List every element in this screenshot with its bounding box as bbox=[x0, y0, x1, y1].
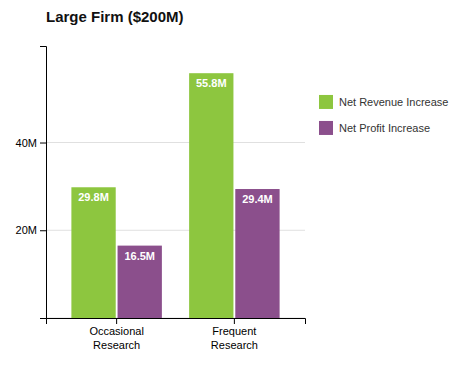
y-tick-mark bbox=[40, 230, 46, 231]
x-tick: Frequent Research bbox=[211, 318, 258, 351]
legend: Net Revenue Increase Net Profit Increase bbox=[319, 95, 448, 135]
x-tick-label-line: Occasional bbox=[89, 325, 143, 337]
grid-line bbox=[46, 142, 305, 143]
y-tick bbox=[40, 318, 46, 319]
y-tick: 20M bbox=[16, 224, 46, 236]
data-label: 29.4M bbox=[242, 193, 273, 205]
x-tick-mark bbox=[116, 318, 117, 324]
x-tick-label-line: Research bbox=[93, 339, 140, 351]
bar-series bbox=[118, 189, 280, 318]
plot-area: 29.8M 55.8M 16.5M 29.4M 20M 40M Occasional Rese… bbox=[16, 47, 306, 351]
chart-container: Large Firm ($200M) 29.8M 55.8M 16.5M 29.4M 20… bbox=[0, 0, 470, 370]
bar-series bbox=[71, 73, 233, 318]
bar bbox=[189, 73, 233, 318]
bar bbox=[71, 187, 115, 318]
bar bbox=[118, 246, 162, 318]
data-labels: 29.8M 55.8M 16.5M 29.4M bbox=[78, 77, 272, 261]
legend-label: Net Revenue Increase bbox=[339, 96, 448, 108]
x-tick-label-line: Frequent bbox=[212, 325, 256, 337]
legend-swatch bbox=[319, 121, 333, 135]
x-axis: Occasional Research Frequent Research bbox=[47, 318, 306, 351]
legend-swatch bbox=[319, 95, 333, 109]
y-axis: 20M 40M bbox=[16, 47, 47, 319]
x-axis-line bbox=[47, 319, 306, 325]
legend-item: Net Revenue Increase bbox=[319, 95, 448, 109]
data-label: 55.8M bbox=[196, 77, 227, 89]
y-tick: 40M bbox=[16, 137, 46, 149]
y-axis-line bbox=[40, 47, 47, 319]
x-tick: Occasional Research bbox=[89, 318, 143, 351]
bars bbox=[71, 73, 279, 318]
data-label: 16.5M bbox=[124, 250, 155, 262]
x-tick-mark bbox=[234, 318, 235, 324]
x-tick-label: Occasional Research bbox=[89, 325, 143, 351]
x-tick-label-line: Research bbox=[211, 339, 258, 351]
x-tick-label: Frequent Research bbox=[211, 325, 258, 351]
chart-svg: Large Firm ($200M) 29.8M 55.8M 16.5M 29.4M 20… bbox=[0, 0, 470, 370]
y-tick-mark bbox=[40, 318, 46, 319]
y-tick-label: 20M bbox=[16, 224, 37, 236]
y-tick-label: 40M bbox=[16, 137, 37, 149]
data-label: 29.8M bbox=[78, 191, 109, 203]
y-tick-mark bbox=[40, 143, 46, 144]
legend-label: Net Profit Increase bbox=[339, 122, 430, 134]
grid bbox=[46, 143, 305, 318]
legend-item: Net Profit Increase bbox=[319, 121, 430, 135]
chart-title: Large Firm ($200M) bbox=[46, 8, 184, 25]
bar bbox=[235, 189, 279, 318]
